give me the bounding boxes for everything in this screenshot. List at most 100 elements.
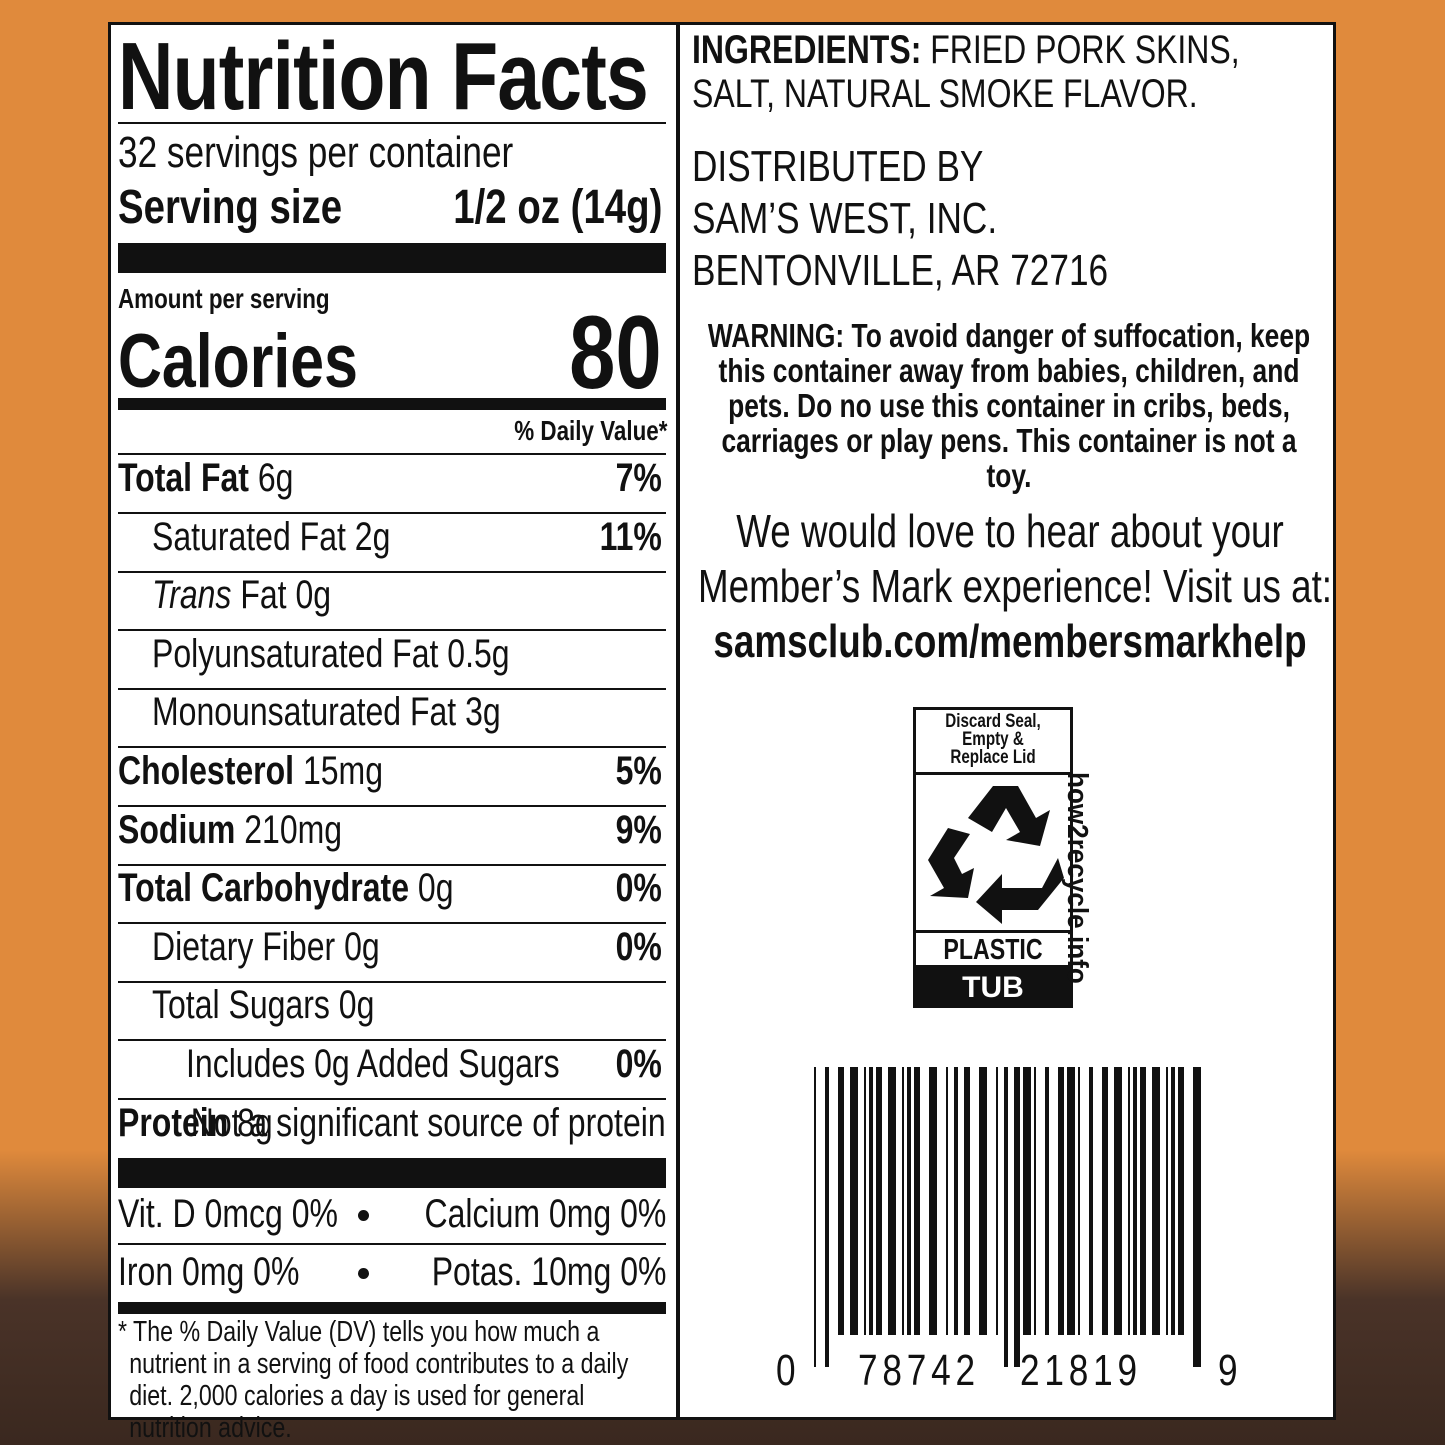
barcode-digit: 9 xyxy=(1218,1346,1243,1395)
daily-value: 0% xyxy=(615,1042,662,1086)
barcode-digit: 21819 xyxy=(1020,1346,1142,1395)
vitamin: Potas. 10mg 0% xyxy=(431,1250,666,1294)
medium-rule xyxy=(118,1302,666,1314)
distributor-line: BENTONVILLE, AR 72716 xyxy=(692,246,1109,295)
nutrient-amount: 210mg xyxy=(244,807,343,852)
nutrient-row: Sodium 210mg xyxy=(118,808,342,853)
serving-size-label: Serving size xyxy=(118,181,343,234)
nutrient-row: Monounsaturated Fat 3g xyxy=(152,690,501,735)
nutrient-name: Fat xyxy=(240,573,287,618)
title: Nutrition Facts xyxy=(118,23,649,130)
rule xyxy=(118,570,666,573)
bullet xyxy=(358,1210,369,1221)
nutrient-amount: 6g xyxy=(257,456,294,500)
nutrient-row: Includes 0g Added Sugars xyxy=(186,1042,560,1087)
recycle-icon xyxy=(928,786,1064,924)
daily-value: 0% xyxy=(615,866,662,911)
nutrient-name: Polyunsaturated Fat xyxy=(152,631,439,676)
protein-row: Protein 8g xyxy=(118,1101,273,1146)
nutrient-amount: 15mg xyxy=(302,749,383,793)
warning-text: To avoid danger of suffocation, keep thi… xyxy=(718,317,1311,494)
nutrient-amount: 2g xyxy=(354,514,391,559)
recycle-site: how2recycle.info xyxy=(1061,772,1093,984)
nutrient-name: Monounsaturated Fat xyxy=(152,690,457,735)
warning-label: WARNING: xyxy=(707,317,845,354)
serving-size-value: 1/2 oz (14g) xyxy=(452,181,662,234)
nutrient-name: Dietary Fiber xyxy=(152,924,336,969)
nutrient-name: Total Carbohydrate xyxy=(118,866,409,911)
rule xyxy=(118,922,666,925)
nutrient-row: Total Carbohydrate 0g xyxy=(118,866,454,911)
nutrient-amount: 0g xyxy=(295,573,332,618)
nutrient-row: Polyunsaturated Fat 0.5g xyxy=(152,632,510,677)
recycle-instruction: Empty & xyxy=(962,729,1024,750)
rule xyxy=(118,980,666,983)
daily-value: 5% xyxy=(615,749,662,793)
nutrient-name: Total Fat xyxy=(118,456,249,500)
nutrient-row: Total Fat 6g xyxy=(118,456,293,501)
ingredients: INGREDIENTS: FRIED PORK SKINS, SALT, NAT… xyxy=(692,28,1324,116)
feedback-line: samsclub.com/membersmarkhelp xyxy=(713,615,1307,667)
rule xyxy=(118,746,666,749)
distributor-line: DISTRIBUTED BY xyxy=(692,142,984,191)
daily-value: 9% xyxy=(615,807,662,852)
barcode xyxy=(814,1067,1201,1367)
amount-per-serving: Amount per serving xyxy=(118,283,330,314)
nutrient-amount: 0g xyxy=(338,983,375,1028)
rule xyxy=(118,1039,666,1042)
dv-header: % Daily Value* xyxy=(513,415,667,446)
nutrient-italic: Trans xyxy=(152,573,232,618)
calories-label: Calories xyxy=(118,319,358,404)
rule xyxy=(118,805,666,807)
feedback-line: Member’s Mark experience! Visit us at: xyxy=(698,560,1333,612)
daily-value: 11% xyxy=(599,514,662,559)
rule xyxy=(118,687,666,690)
warning: WARNING: To avoid danger of suffocation,… xyxy=(701,318,1317,493)
protein-note: Not a significant source of protein xyxy=(191,1100,666,1145)
vitamin: Calcium 0mg 0% xyxy=(424,1192,666,1236)
nutrient-name: Sodium xyxy=(118,807,236,852)
nutrient-row: Saturated Fat 2g xyxy=(152,515,390,560)
daily-value: 0% xyxy=(615,924,662,969)
rule xyxy=(118,629,666,632)
nutrient-amount: 3g xyxy=(465,690,501,735)
nutrient-row: Total Sugars 0g xyxy=(152,983,374,1028)
nutrient-amount: 0.5g xyxy=(447,631,510,676)
rule xyxy=(118,1098,666,1100)
daily-value: 7% xyxy=(615,456,662,500)
thick-rule xyxy=(118,1158,666,1188)
servings: 32 servings per container xyxy=(118,128,514,177)
recycle-form: TUB xyxy=(913,968,1073,1008)
nutrient-row: Dietary Fiber 0g xyxy=(152,925,380,970)
rule xyxy=(118,863,666,866)
rule xyxy=(118,122,666,124)
bullet xyxy=(358,1268,369,1279)
recycle-material-box xyxy=(913,930,1073,968)
barcode-digit: 0 xyxy=(776,1346,801,1395)
vitamin: Iron 0mg 0% xyxy=(118,1250,300,1294)
rule xyxy=(118,512,666,514)
nutrient-amount: 0g xyxy=(344,924,380,969)
calories-value: 80 xyxy=(569,295,662,411)
rule xyxy=(913,772,1073,775)
recycle-instruction: Replace Lid xyxy=(950,747,1036,768)
rule xyxy=(118,453,666,455)
protein-name: Protein xyxy=(118,1100,229,1145)
nutrient-name: Saturated Fat xyxy=(152,514,346,559)
protein-amount: 8g xyxy=(237,1100,273,1145)
medium-rule xyxy=(118,398,666,410)
rule xyxy=(118,1243,666,1245)
divider xyxy=(676,22,680,1420)
recycle-material: PLASTIC xyxy=(943,934,1043,966)
recycle-instruction: Discard Seal, xyxy=(945,711,1041,732)
feedback-line: We would love to hear about your xyxy=(736,505,1284,557)
footnote: * The % Daily Value (DV) tells you how m… xyxy=(118,1316,629,1444)
vitamin: Vit. D 0mcg 0% xyxy=(118,1192,338,1236)
barcode-digit: 78742 xyxy=(858,1346,980,1395)
nutrient-row: Cholesterol 15mg xyxy=(118,749,383,794)
nutrient-row: Trans Fat 0g xyxy=(152,573,331,618)
nutrient-name: Total Sugars xyxy=(152,983,330,1028)
distributor-line: SAM’S WEST, INC. xyxy=(692,194,998,243)
ingredients-label: INGREDIENTS: xyxy=(692,28,922,72)
ingredients-text: FRIED PORK SKINS, SALT, NATURAL SMOKE FL… xyxy=(692,28,1240,116)
